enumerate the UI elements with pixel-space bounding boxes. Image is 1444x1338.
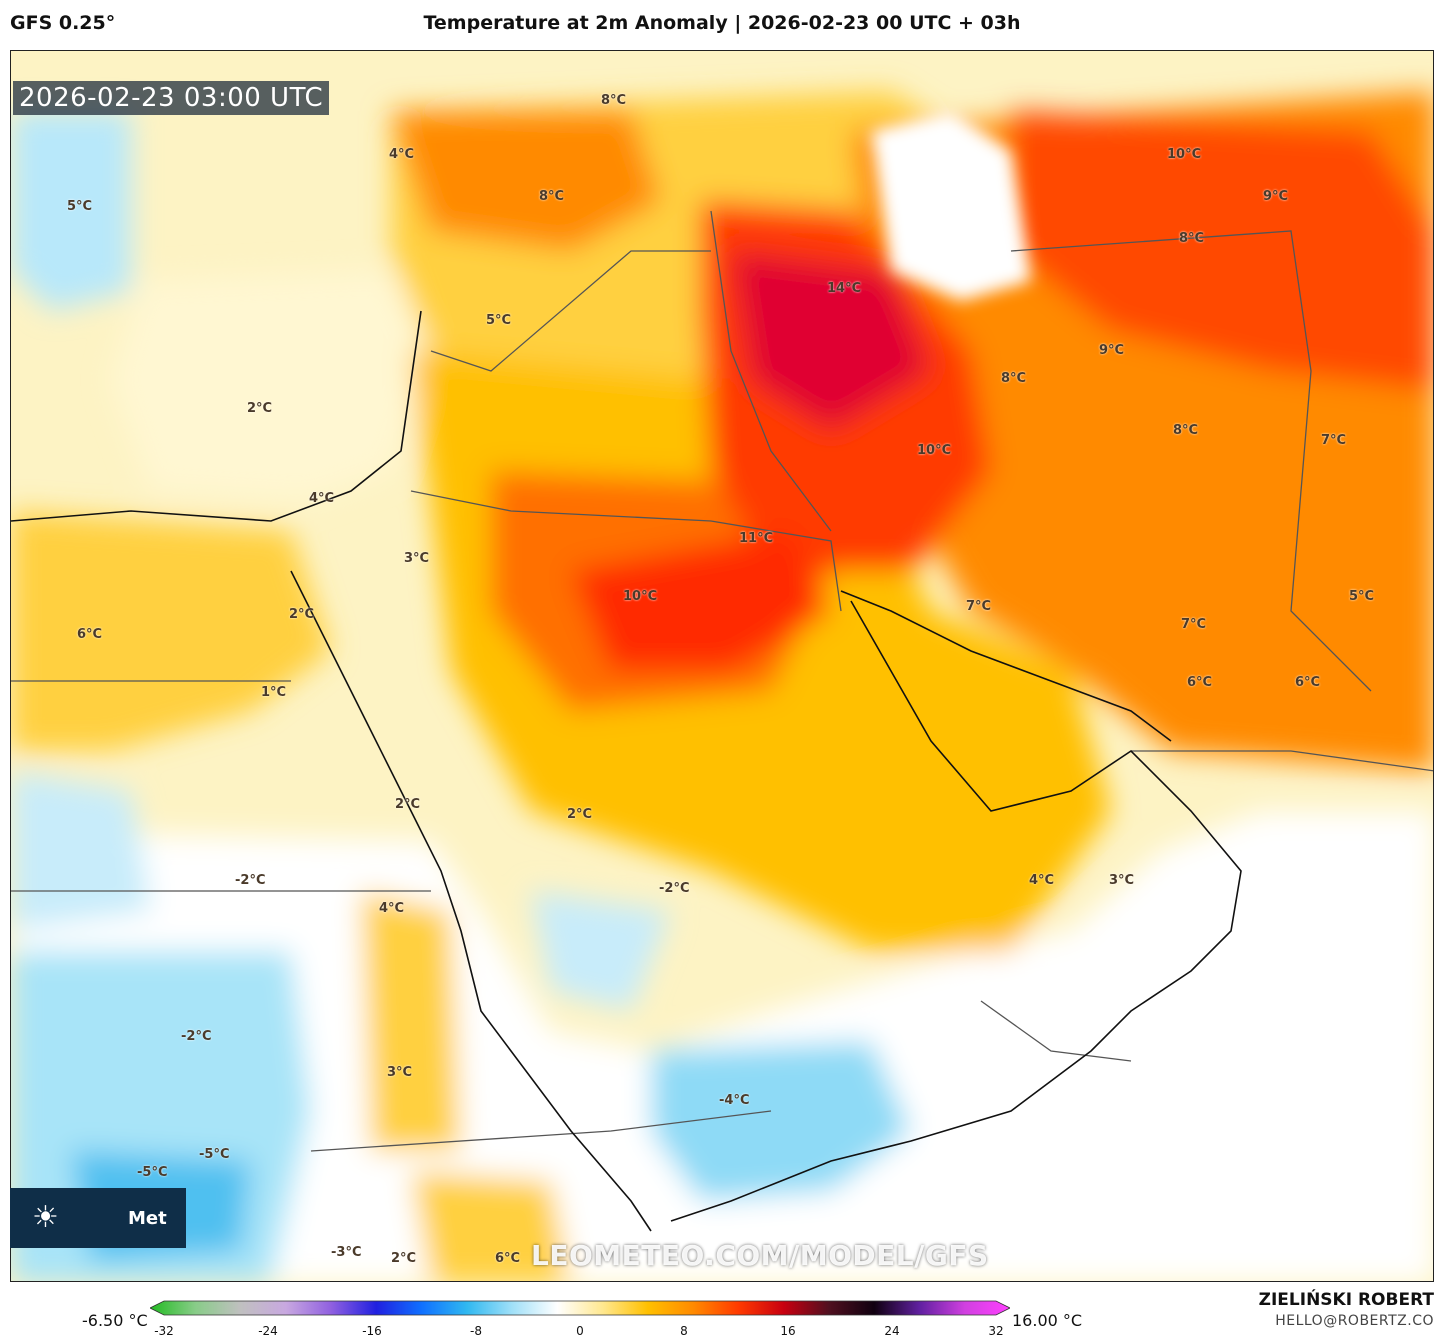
contour-label: 7°C xyxy=(1321,433,1347,448)
legend-gradient xyxy=(150,1300,1010,1316)
contour-label: 8°C xyxy=(1001,371,1027,386)
contour-label: 6°C xyxy=(1295,675,1321,690)
contour-label: 11°C xyxy=(739,531,774,546)
contour-label: 8°C xyxy=(1173,423,1199,438)
contour-label: -5°C xyxy=(137,1165,168,1180)
contour-label: 4°C xyxy=(1029,873,1055,888)
watermark-url: LEOMETEO.COM/MODEL/GFS xyxy=(531,1239,989,1272)
contour-label: 10°C xyxy=(917,443,952,458)
author-email[interactable]: HELLO@ROBERTZ.CO xyxy=(1275,1313,1434,1329)
contour-label: 6°C xyxy=(1187,675,1213,690)
contour-label: 8°C xyxy=(539,189,565,204)
contour-label: 5°C xyxy=(67,199,93,214)
contour-label: 4°C xyxy=(379,901,405,916)
model-name: GFS 0.25° xyxy=(10,12,116,34)
contour-label: 14°C xyxy=(827,281,862,296)
contour-label: -2°C xyxy=(235,873,266,888)
author-name: ZIELIŃSKI ROBERT xyxy=(1258,1290,1434,1310)
contour-label: 3°C xyxy=(1109,873,1135,888)
contour-label: 2°C xyxy=(289,607,315,622)
legend-tick-label: -24 xyxy=(258,1324,278,1338)
contour-label: 4°C xyxy=(389,147,415,162)
legend-tick-label: -16 xyxy=(362,1324,382,1338)
contour-label: 8°C xyxy=(1179,231,1205,246)
legend-tick-label: 32 xyxy=(988,1324,1004,1338)
contour-label: 3°C xyxy=(387,1065,413,1080)
chart-title: Temperature at 2m Anomaly | 2026-02-23 0… xyxy=(423,12,1021,34)
contour-label: -2°C xyxy=(659,881,690,896)
contour-label: 3°C xyxy=(404,551,430,566)
legend-tick-label: 0 xyxy=(576,1324,584,1338)
contour-label: 1°C xyxy=(261,685,287,700)
contour-label: 10°C xyxy=(623,589,658,604)
contour-label: 4°C xyxy=(309,491,335,506)
sun-icon: ☀ xyxy=(32,1200,59,1235)
legend-max-label: 16.00 °C xyxy=(1012,1311,1083,1330)
legend-tick-label: -8 xyxy=(470,1324,482,1338)
timestamp-badge: 2026-02-23 03:00 UTC xyxy=(13,81,330,115)
contour-label: -3°C xyxy=(331,1245,362,1260)
contour-label: 9°C xyxy=(1099,343,1125,358)
contour-label: 9°C xyxy=(1263,189,1289,204)
legend-tick-label: 24 xyxy=(884,1324,900,1338)
contour-label: 6°C xyxy=(77,627,103,642)
logo-text: Met xyxy=(128,1208,167,1229)
contour-label: 5°C xyxy=(1349,589,1375,604)
contour-label: 2°C xyxy=(567,807,593,822)
contour-label: 7°C xyxy=(966,599,992,614)
contour-label: 6°C xyxy=(495,1251,521,1266)
legend-min-label: -6.50 °C xyxy=(82,1311,148,1330)
contour-label: 2°C xyxy=(391,1251,417,1266)
contour-label: 5°C xyxy=(486,313,512,328)
contour-label: -2°C xyxy=(181,1029,212,1044)
contour-label: 8°C xyxy=(601,93,627,108)
contour-label: 2°C xyxy=(247,401,273,416)
contour-label: -5°C xyxy=(199,1147,230,1162)
legend-tick-label: 8 xyxy=(680,1324,688,1338)
legend-tick-label: -32 xyxy=(154,1324,174,1338)
brand-logo[interactable]: ☀ Met xyxy=(10,1188,186,1248)
contour-label: 2°C xyxy=(395,797,421,812)
contour-label: 7°C xyxy=(1181,617,1207,632)
contour-label: 10°C xyxy=(1167,147,1202,162)
color-legend-bar xyxy=(150,1300,1010,1316)
map-canvas xyxy=(11,51,1433,1281)
legend-tick-label: 16 xyxy=(780,1324,796,1338)
contour-label: -4°C xyxy=(719,1093,750,1108)
anomaly-map[interactable]: 2026-02-23 03:00 UTC 8°C 4°C 8°C 5°C 14°… xyxy=(10,50,1434,1282)
